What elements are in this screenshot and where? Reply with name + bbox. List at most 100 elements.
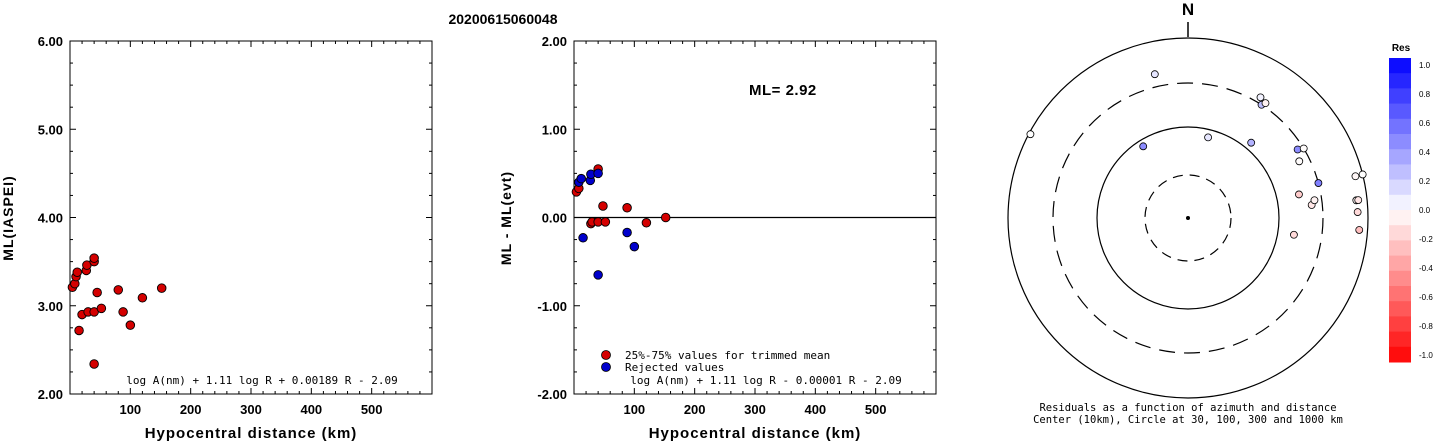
- colorbar-cell: [1389, 194, 1411, 211]
- x-tick-label: 200: [180, 402, 202, 417]
- station-marker: [1310, 196, 1319, 205]
- residual-vs-distance-panel: 100 200 300 400 500 -2.00 -1.00 0.00 1.00 2.00 Hy…: [498, 34, 937, 441]
- colorbar-tick-label: -0.8: [1419, 322, 1433, 331]
- ring-300km: [1052, 82, 1324, 354]
- colorbar-cell: [1389, 149, 1411, 165]
- legend-marker-rejected: [601, 362, 611, 372]
- station-marker: [1314, 179, 1323, 187]
- formula-text: log A(nm) + 1.11 log R - 0.00001 R - 2.0…: [630, 374, 902, 387]
- legend-label-trimmed: 25%-75% values for trimmed mean: [625, 349, 830, 362]
- y-tick-label: 5.00: [38, 122, 63, 137]
- colorbar-cell: [1389, 270, 1411, 287]
- data-point: [92, 287, 102, 298]
- data-point: [622, 227, 632, 238]
- colorbar-cell: [1389, 301, 1411, 317]
- station-markers: [1026, 70, 1367, 239]
- data-point: [125, 320, 136, 330]
- station-marker: [1290, 230, 1298, 239]
- x-tick-label: 100: [623, 402, 645, 417]
- station-marker: [1150, 70, 1159, 79]
- station-marker: [1295, 157, 1304, 166]
- x-tick-label: 200: [684, 402, 706, 417]
- data-point: [74, 325, 84, 336]
- residual-colorbar: Res 1.0 0.8 0.6 0.4 0.2 0.0 -0.2 -0.4 -0.6 -0.8 -1…: [1389, 43, 1433, 363]
- colorbar-cell: [1389, 255, 1411, 272]
- station-marker: [1295, 190, 1303, 199]
- y-tick-label: 2.00: [38, 387, 63, 402]
- colorbar-cell: [1389, 73, 1411, 89]
- colorbar-tick-label: 0.8: [1419, 90, 1431, 99]
- colorbar-tick-label: -0.2: [1419, 235, 1433, 244]
- data-point: [89, 253, 99, 263]
- ml-annotation: ML= 2.92: [749, 82, 817, 99]
- north-label: N: [1182, 0, 1194, 19]
- colorbar-cell: [1389, 225, 1411, 241]
- event-title: 20200615060048: [448, 11, 557, 27]
- ring-1000km: [1007, 37, 1369, 399]
- colorbar-labels: 1.0 0.8 0.6 0.4 0.2 0.0 -0.2 -0.4 -0.6 -0.8 -1.0: [1419, 61, 1433, 360]
- station-marker: [1355, 226, 1364, 234]
- colorbar-cell: [1389, 286, 1411, 302]
- colorbar-tick-label: 1.0: [1419, 61, 1431, 70]
- station-marker: [1354, 196, 1363, 205]
- colorbar-cell: [1389, 88, 1411, 105]
- ring-30km: [1144, 174, 1232, 262]
- colorbar-cell: [1389, 164, 1411, 181]
- colorbar-cell: [1389, 346, 1411, 363]
- station-marker: [1351, 172, 1360, 181]
- polar-caption-line1: Residuals as a function of azimuth and d…: [1039, 402, 1336, 414]
- y-tick-label: 2.00: [542, 34, 567, 49]
- colorbar-cell: [1389, 58, 1411, 74]
- colorbar-cell: [1389, 118, 1411, 135]
- x-tick-label: 500: [865, 402, 887, 417]
- polar-caption-line2: Center (10km), Circle at 30, 100, 300 an…: [1033, 414, 1343, 426]
- polar-residual-panel: N Residuals as a function of azimuth and…: [1007, 0, 1369, 426]
- data-point: [641, 218, 652, 228]
- colorbar-tick-label: 0.4: [1419, 148, 1431, 157]
- data-point: [593, 168, 603, 179]
- legend-marker-trimmed: [601, 350, 611, 360]
- data-point: [89, 359, 99, 369]
- data-point: [156, 283, 167, 293]
- data-point: [622, 203, 632, 213]
- colorbar-cell: [1389, 210, 1411, 226]
- station-marker: [1026, 130, 1035, 139]
- x-tick-label: 400: [300, 402, 322, 417]
- colorbar-tick-label: 0.0: [1419, 206, 1431, 215]
- station-marker: [1247, 138, 1256, 147]
- colorbar-cell: [1389, 134, 1411, 150]
- y-tick-label: 1.00: [542, 122, 567, 137]
- y-tick-label: 0.00: [542, 211, 567, 226]
- formula-text: log A(nm) + 1.11 log R + 0.00189 R - 2.0…: [126, 374, 398, 387]
- colorbar-cell: [1389, 179, 1411, 196]
- data-point: [72, 267, 82, 277]
- data-point: [137, 293, 148, 303]
- y-tick-label: -2.00: [537, 387, 567, 402]
- y-axis-label: ML(IASPEI): [0, 175, 16, 260]
- colorbar-tick-label: 0.6: [1419, 119, 1431, 128]
- station-marker: [1299, 144, 1308, 153]
- colorbar-tick-label: -0.4: [1419, 264, 1433, 273]
- y-axis-label: ML - ML(evt): [498, 171, 514, 265]
- epicenter-marker: [1186, 216, 1190, 220]
- x-tick-label: 500: [361, 402, 383, 417]
- colorbar-tick-label: -0.6: [1419, 293, 1433, 302]
- station-marker: [1256, 93, 1265, 102]
- y-tick-label: 6.00: [38, 34, 63, 49]
- x-axis-label: Hypocentral distance (km): [145, 425, 358, 441]
- x-tick-label: 100: [119, 402, 141, 417]
- data-point: [576, 173, 586, 184]
- station-marker: [1139, 142, 1148, 151]
- data-point: [593, 270, 603, 280]
- data-point: [96, 303, 107, 314]
- colorbar-cell: [1389, 316, 1411, 333]
- x-tick-label: 400: [804, 402, 826, 417]
- colorbar-cell: [1389, 103, 1411, 120]
- data-point: [578, 233, 588, 243]
- data-point: [118, 307, 128, 317]
- y-tick-label: -1.00: [537, 299, 567, 314]
- data-point: [629, 241, 640, 252]
- station-marker: [1358, 170, 1367, 179]
- colorbar-tick-label: 0.2: [1419, 177, 1431, 186]
